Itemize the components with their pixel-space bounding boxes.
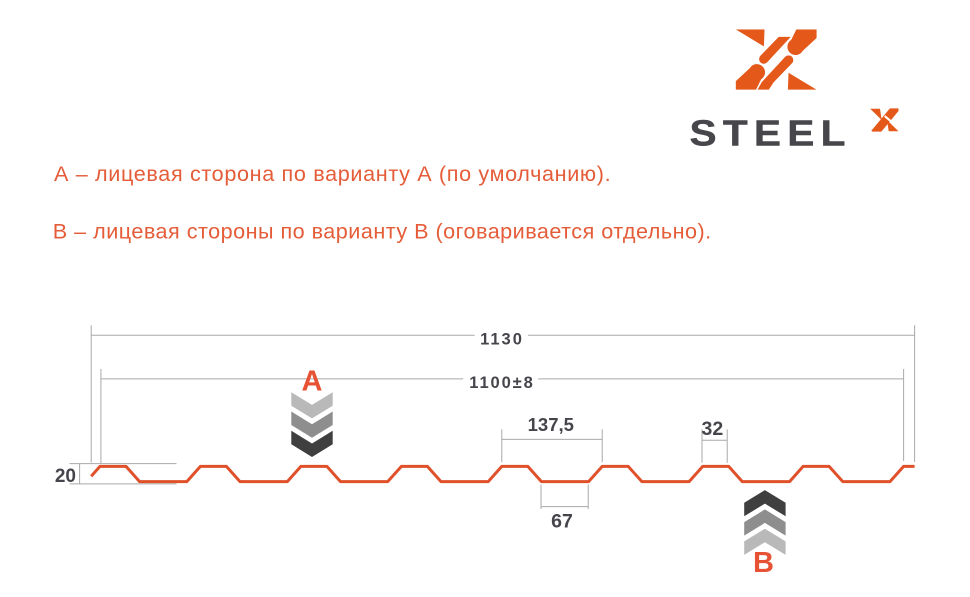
svg-text:1130: 1130 bbox=[480, 331, 524, 349]
svg-text:1100±8: 1100±8 bbox=[469, 374, 534, 392]
svg-text:STEEL: STEEL bbox=[690, 113, 852, 153]
svg-text:137,5: 137,5 bbox=[528, 414, 574, 435]
svg-text:67: 67 bbox=[551, 511, 573, 533]
svg-text:А – лицевая сторона по вариант: А – лицевая сторона по варианту А (по ум… bbox=[54, 161, 611, 186]
svg-text:32: 32 bbox=[702, 418, 724, 440]
svg-text:B: B bbox=[753, 547, 774, 579]
svg-text:A: A bbox=[302, 365, 323, 397]
svg-text:20: 20 bbox=[55, 466, 76, 487]
svg-text:В – лицевая стороны по вариант: В – лицевая стороны по варианту В (огова… bbox=[53, 218, 712, 243]
